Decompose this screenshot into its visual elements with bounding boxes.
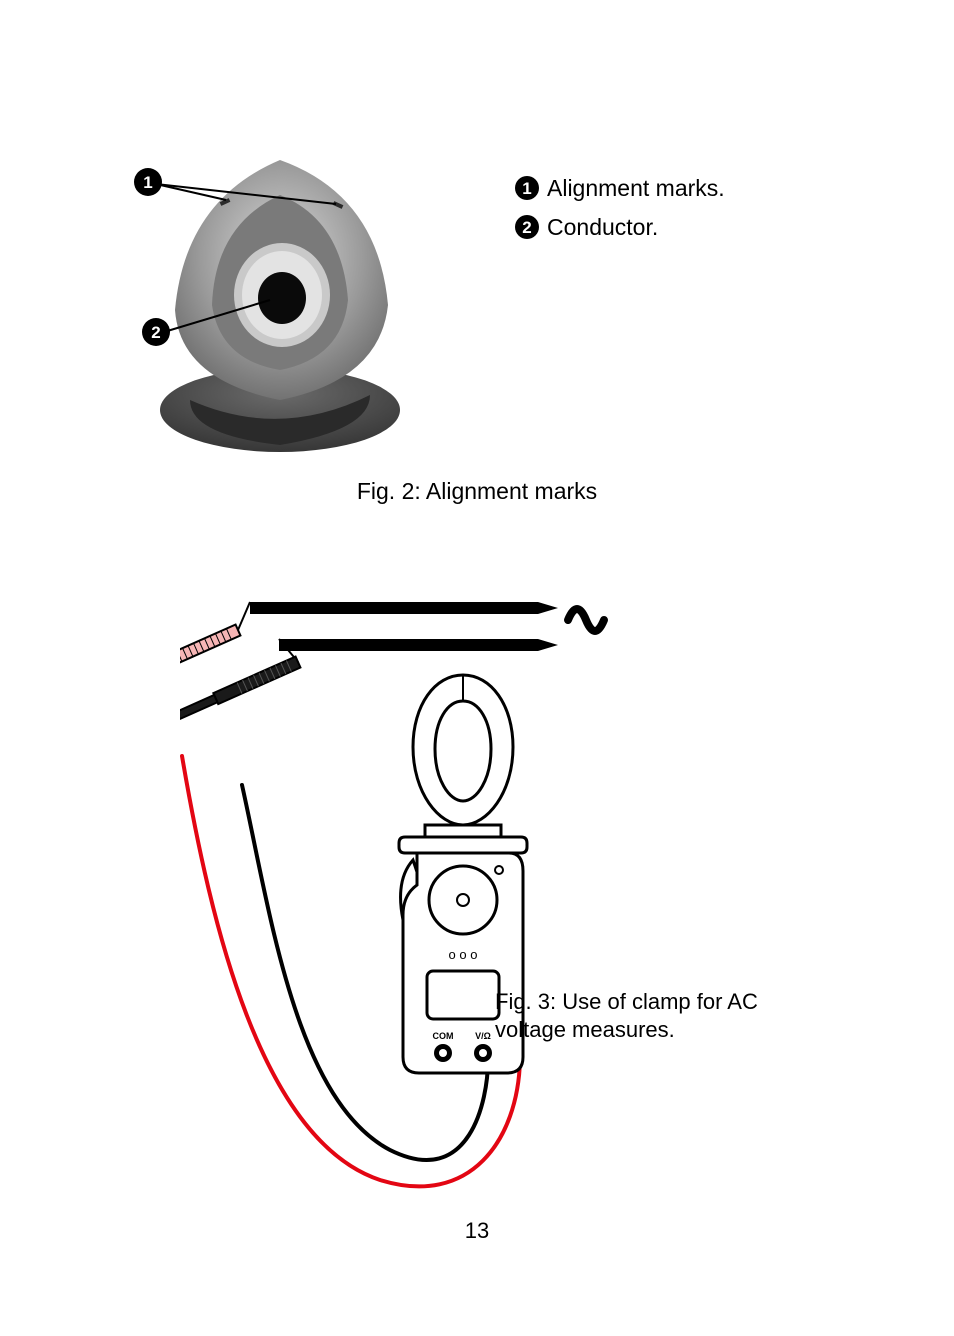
legend-1-number-icon: 1 [515, 176, 539, 200]
ac-symbol-icon [568, 609, 604, 631]
meter-buttons-text: o o o [449, 947, 478, 962]
legend-2-text: Conductor. [547, 209, 658, 246]
jack-vohm-label: V/Ω [475, 1031, 491, 1041]
legend-2-number-icon: 2 [515, 215, 539, 239]
figure1-legend: 1 Alignment marks. 2 Conductor. [515, 170, 725, 248]
callout-1-icon: 1 [134, 168, 162, 196]
callout-2-icon: 2 [142, 318, 170, 346]
legend-row-2: 2 Conductor. [515, 209, 725, 246]
conductor-rails [250, 602, 558, 651]
callout-2-number: 2 [151, 323, 160, 342]
manual-page: 1 2 1 Alignment marks. 2 Conductor. Fig.… [0, 0, 954, 1336]
callout-1-number: 1 [143, 173, 152, 192]
page-number: 13 [0, 1218, 954, 1244]
figure-ac-voltage: o o o COM V/Ω [180, 580, 620, 1200]
jack-com-label: COM [433, 1031, 454, 1041]
legend-row-1: 1 Alignment marks. [515, 170, 725, 207]
figure2-caption: Fig. 3: Use of clamp for AC voltage meas… [495, 988, 775, 1043]
legend-1-text: Alignment marks. [547, 170, 725, 207]
figure1-caption: Fig. 2: Alignment marks [0, 478, 954, 505]
probe-red [180, 602, 250, 692]
figure-alignment-marks: 1 2 [120, 140, 420, 470]
